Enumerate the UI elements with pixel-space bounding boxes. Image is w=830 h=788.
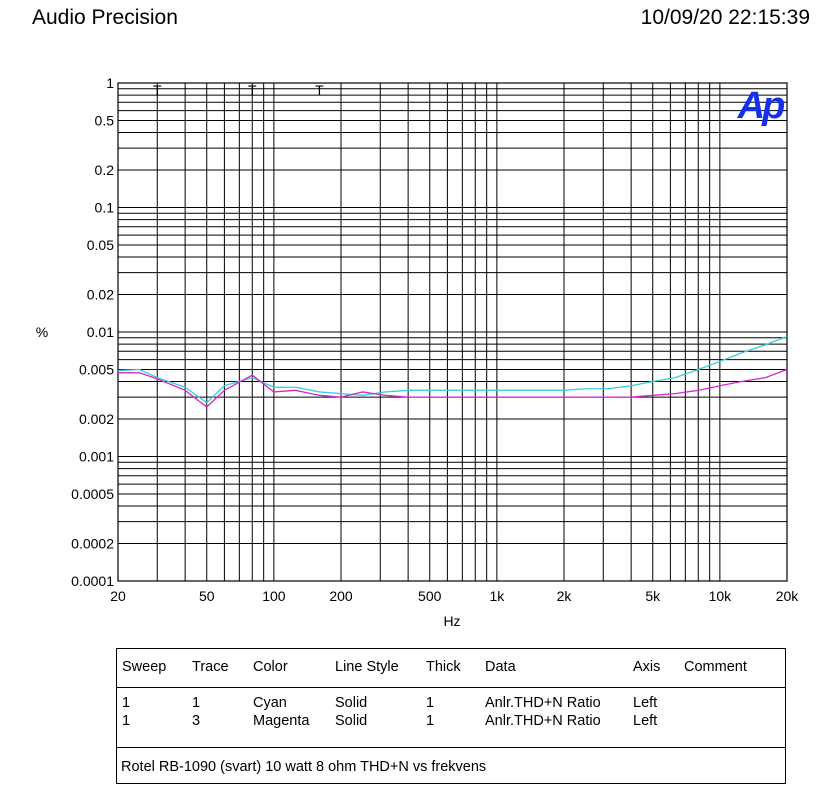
ap-logo: Ap (737, 85, 784, 127)
y-tick-label: 0.002 (79, 411, 114, 427)
x-tick-label: 20k (776, 588, 800, 604)
x-tick-label: 5k (645, 588, 661, 604)
cell-sweep: 1 (122, 713, 131, 729)
cell-color: Cyan (253, 695, 287, 711)
x-tick-label: 50 (199, 588, 215, 604)
cell-axis: Left (633, 713, 658, 729)
brand-title: Audio Precision (32, 6, 178, 29)
cell-trace: 1 (192, 695, 201, 711)
col-trace: Trace (192, 659, 229, 675)
top-marker: T (248, 82, 257, 98)
y-axis-label: % (36, 324, 48, 340)
legend-divider (117, 687, 785, 688)
col-sweep: Sweep (122, 659, 167, 675)
y-tick-label: 0.2 (95, 162, 115, 178)
y-tick-label: 0.02 (87, 287, 114, 303)
col-axis: Axis (633, 659, 661, 675)
x-tick-label: 2k (557, 588, 573, 604)
y-tick-label: 0.0002 (71, 536, 114, 552)
col-thick: Thick (426, 659, 461, 675)
legend-table: Sweep Trace Color Line Style Thick Data … (116, 648, 786, 784)
col-data: Data (485, 659, 516, 675)
cell-thick: 1 (426, 695, 435, 711)
y-tick-label: 0.005 (79, 361, 114, 377)
cell-data: Anlr.THD+N Ratio (485, 695, 601, 711)
top-marker: T (153, 82, 162, 98)
y-tick-label: 0.01 (87, 324, 114, 340)
x-axis-label: Hz (443, 613, 460, 629)
col-comment: Comment (684, 659, 747, 675)
y-tick-label: 0.1 (95, 200, 115, 216)
plot-frame (117, 82, 788, 582)
timestamp: 10/09/20 22:15:39 (640, 6, 810, 29)
x-tick-label: 10k (709, 588, 733, 604)
y-tick-label: 0.001 (79, 449, 114, 465)
y-tick-label: 0.05 (87, 237, 114, 253)
thd-chart: T T T 1 0.5 0.2 0.1 0.05 0.02 0.01 0.005 0.002 0.001… (36, 75, 800, 629)
y-tick-label: 1 (106, 75, 114, 91)
x-tick-label: 500 (418, 588, 442, 604)
tick-labels: T T T 1 0.5 0.2 0.1 0.05 0.02 0.01 0.005 0.002 0.001… (71, 75, 799, 604)
series-lines (117, 335, 788, 408)
col-color: Color (253, 659, 288, 675)
cell-line-style: Solid (335, 713, 368, 729)
series-line-cyan (117, 335, 788, 404)
series-line-magenta (118, 368, 788, 408)
top-marker: T (315, 82, 324, 98)
cell-line-style: Solid (335, 695, 368, 711)
x-tick-label: 1k (489, 588, 505, 604)
y-tick-label: 0.0001 (71, 573, 114, 589)
legend-divider (117, 747, 785, 748)
y-tick-label: 0.5 (95, 112, 115, 128)
y-tick-label: 0.0005 (71, 486, 114, 502)
col-line-style: Line Style (335, 659, 399, 675)
grid (117, 82, 788, 582)
x-tick-label: 100 (262, 588, 286, 604)
cell-axis: Left (633, 695, 658, 711)
cell-trace: 3 (192, 713, 201, 729)
cell-data: Anlr.THD+N Ratio (485, 713, 601, 729)
cell-sweep: 1 (122, 695, 131, 711)
cell-color: Magenta (253, 713, 310, 729)
x-tick-label: 200 (329, 588, 353, 604)
cell-thick: 1 (426, 713, 435, 729)
x-tick-label: 20 (110, 588, 126, 604)
legend-comment: Rotel RB-1090 (svart) 10 watt 8 ohm THD+… (121, 759, 487, 775)
